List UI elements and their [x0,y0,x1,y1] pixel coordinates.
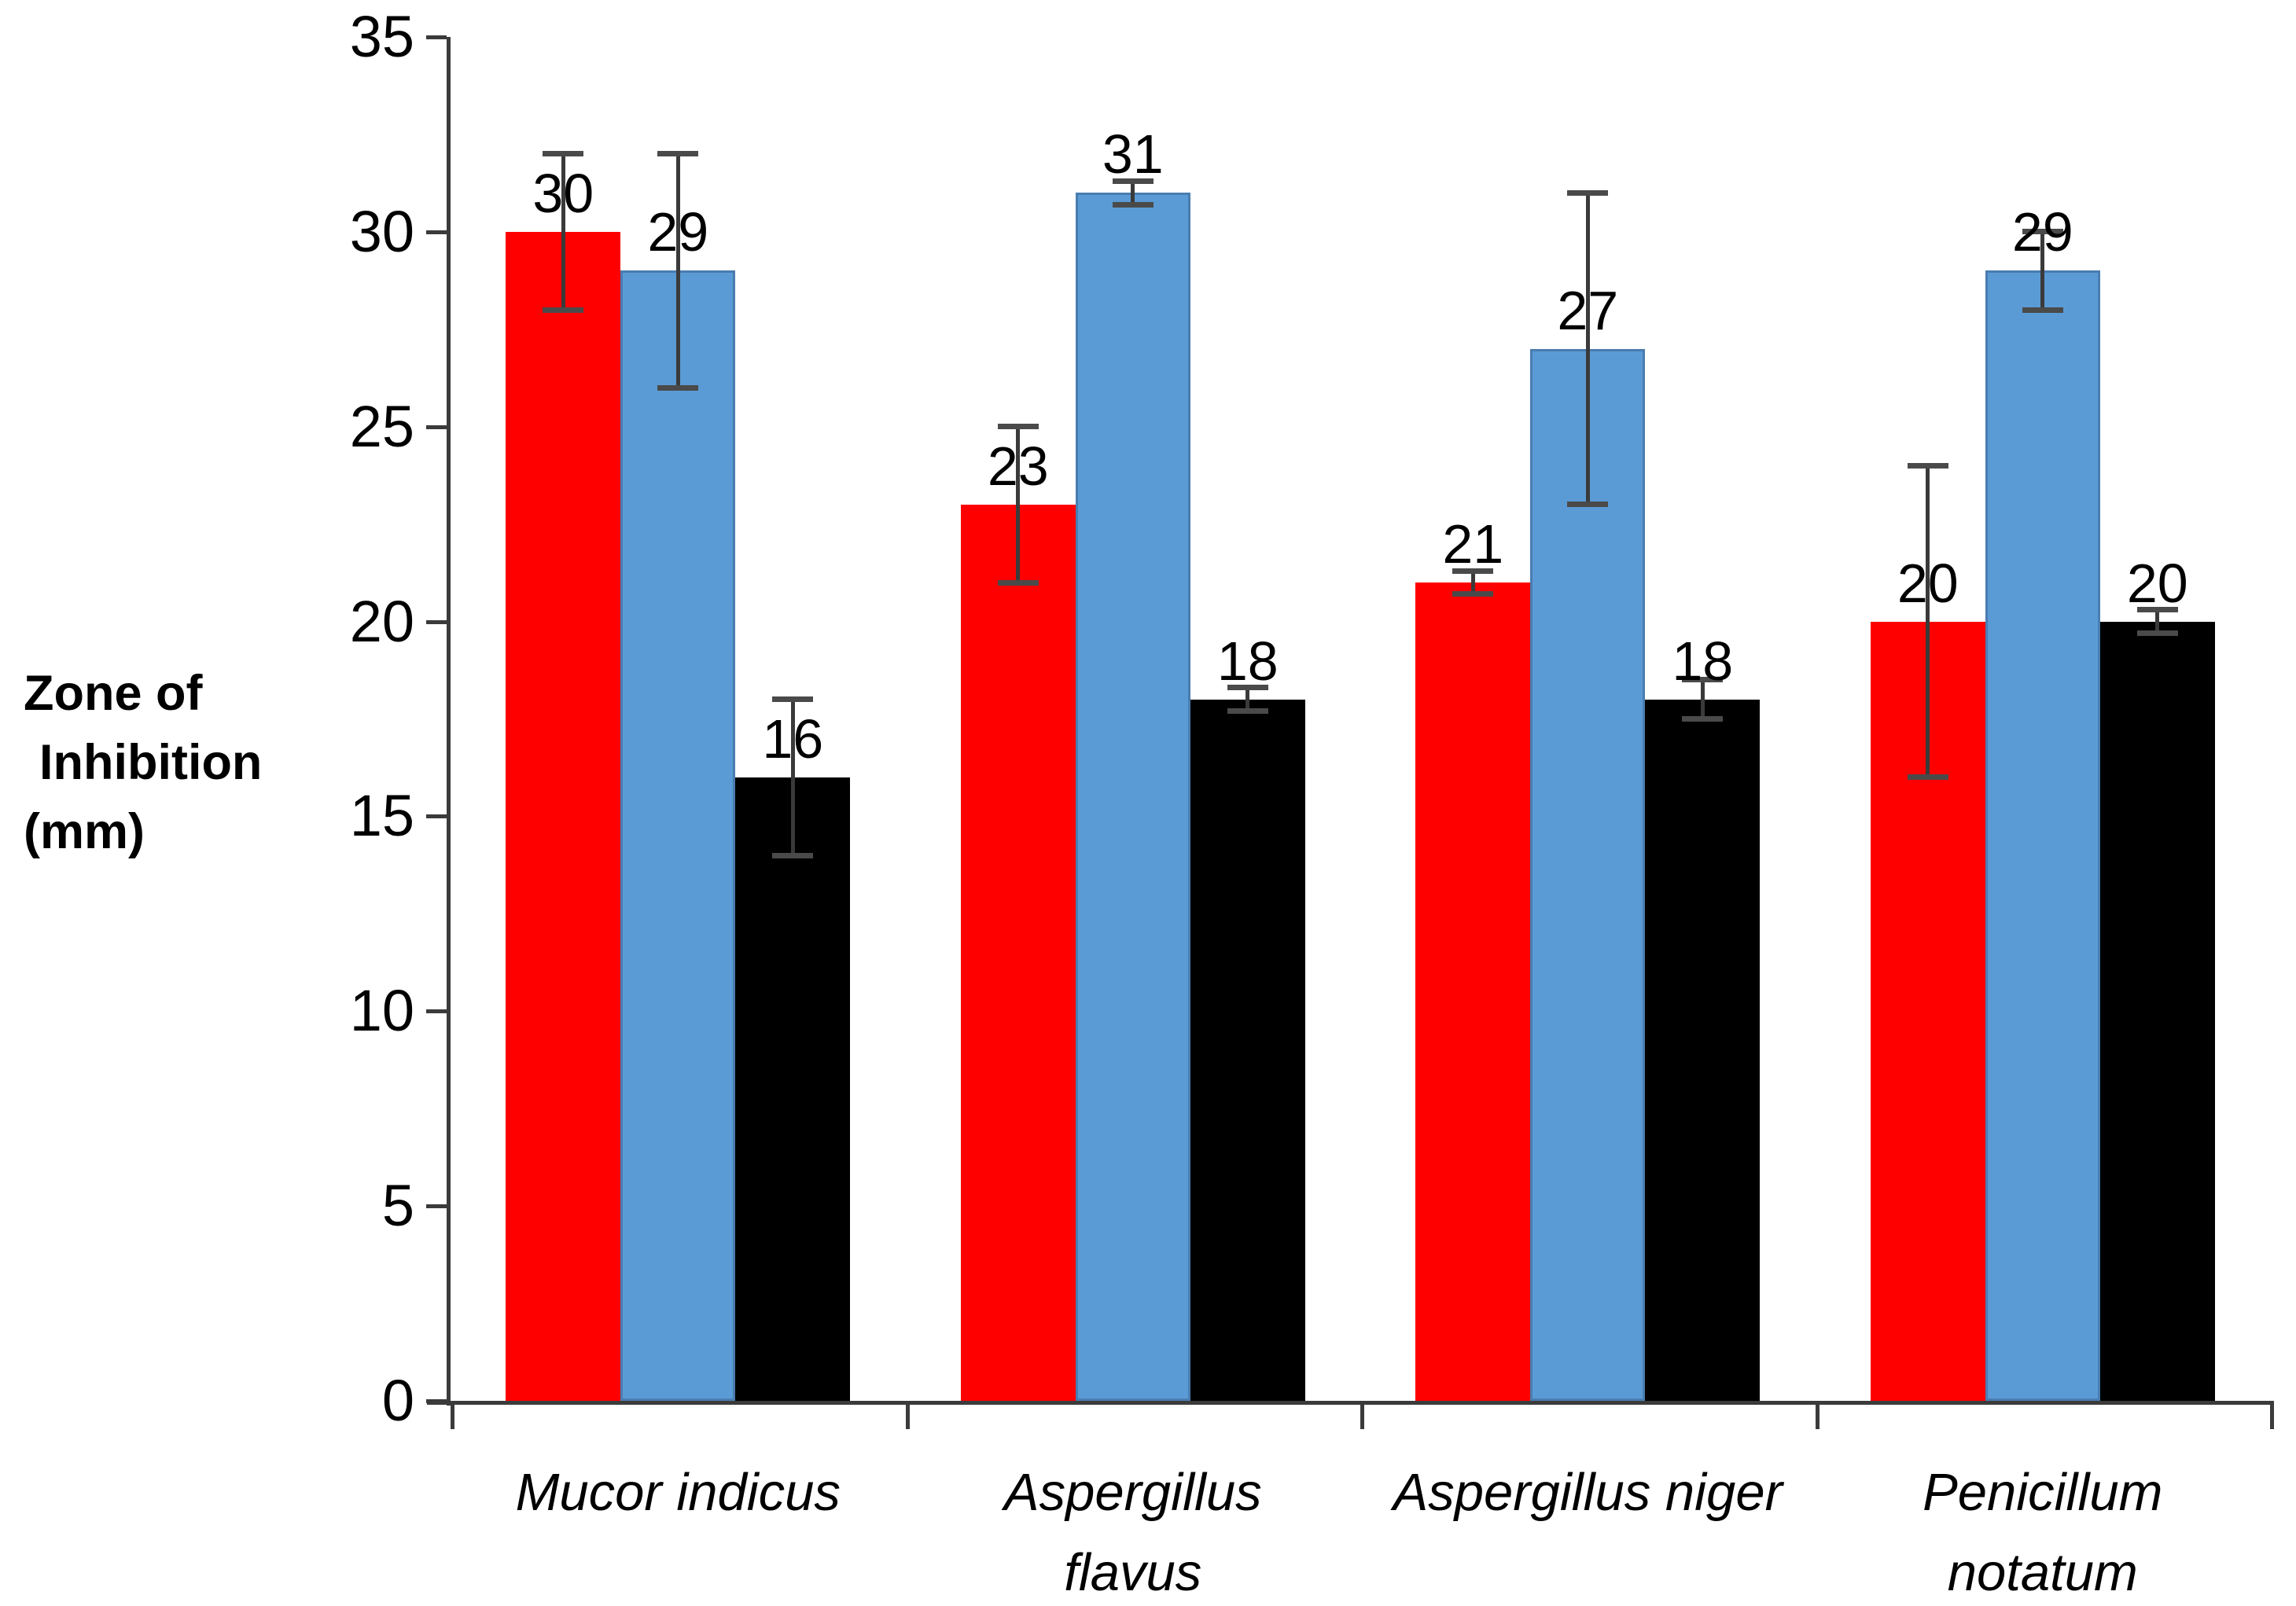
error-bar-top-cap [1227,685,1268,691]
y-tick-mark [426,35,447,40]
black-series-bar [2099,621,2215,1401]
x-category-label: Aspergillus niger [1360,1453,1816,1533]
error-bar-top-cap [997,424,1039,430]
bar-value-label: 27 [1557,279,1619,341]
error-bar-bottom-cap [1227,708,1268,715]
x-category-label-line: flavus [1064,1543,1202,1602]
error-bar-line [790,699,795,855]
black-series-bar [735,777,851,1401]
y-tick-label: 10 [349,978,414,1044]
error-bar-top-cap [1682,677,1724,683]
y-tick-label: 0 [381,1368,414,1433]
y-axis-title-line2: Inhibition [39,735,263,790]
bar-value-label: 20 [2126,552,2188,614]
blue-series-bar [1075,193,1190,1401]
error-bar-line [1470,571,1475,594]
black-series-bar [1645,699,1761,1401]
red-series-bar [506,231,621,1401]
x-category-label-line: Aspergillus niger [1393,1463,1783,1522]
error-bar-line [2040,231,2045,311]
bar-value-label: 20 [1897,552,1959,614]
error-bar-top-cap [1112,178,1154,184]
y-axis-title-line3: (mm) [24,804,145,859]
blue-series-bar [620,270,736,1401]
red-series-bar [960,504,1076,1401]
error-bar-line [1246,687,1250,711]
x-axis-line [427,1401,2270,1405]
error-bar-bottom-cap [543,307,584,313]
y-tick-label: 15 [349,783,414,849]
bar-value-label: 21 [1442,513,1504,575]
y-tick-mark [426,230,447,234]
error-bar-bottom-cap [1112,201,1154,208]
error-bar-bottom-cap [1907,774,1948,781]
y-tick-label: 5 [381,1173,414,1239]
blue-series-bar [1530,348,1646,1401]
error-bar-line [1131,181,1135,205]
y-tick-label: 25 [349,393,414,459]
black-series-bar [1190,699,1305,1401]
error-bar-bottom-cap [2136,630,2178,636]
error-bar-top-cap [1907,462,1948,469]
error-bar-top-cap [543,151,584,157]
error-bar-line [1016,426,1021,583]
x-tick-mark [1815,1401,1820,1429]
error-bar-bottom-cap [657,384,699,391]
y-tick-mark [426,1399,447,1403]
y-axis-title: Zone of Inhibition (mm) [24,659,262,866]
y-tick-mark [426,424,447,429]
error-bar-top-cap [2136,607,2178,613]
x-category-label-line: Penicillum [1923,1463,2163,1522]
error-bar-bottom-cap [1567,502,1609,508]
y-axis-line [447,37,451,1406]
bar-value-label: 31 [1102,123,1164,186]
bar-value-label: 18 [1672,630,1734,692]
bar-value-label: 29 [647,201,709,263]
blue-series-bar [1985,270,2100,1401]
error-bar-line [2155,609,2160,634]
error-bar-top-cap [1452,568,1494,574]
y-tick-label: 20 [349,588,414,654]
error-bar-top-cap [772,696,814,703]
x-category-label: Aspergillus flavus [906,1453,1361,1606]
y-tick-label: 30 [349,198,414,264]
error-bar-top-cap [1567,189,1609,196]
error-bar-bottom-cap [1452,591,1494,597]
x-tick-mark [451,1401,454,1429]
x-category-label: Mucor indicus [451,1453,906,1533]
error-bar-top-cap [2022,229,2063,235]
bar-value-label: 29 [2011,201,2073,263]
error-bar-bottom-cap [1682,716,1724,722]
x-tick-mark [1360,1401,1364,1429]
x-tick-mark [2270,1401,2274,1429]
bar-value-label: 23 [987,435,1049,497]
error-bar-line [1585,193,1590,505]
x-category-label: Penicillum notatum [1816,1453,2271,1606]
bar-value-label: 16 [762,707,824,770]
error-bar-line [675,153,680,388]
error-bar-line [1700,679,1705,719]
error-bar-line [1926,465,1930,777]
bar-value-label: 30 [532,162,594,224]
error-bar-bottom-cap [2022,307,2063,313]
y-tick-mark [426,1009,447,1014]
x-category-label-line: Aspergillus [1003,1463,1262,1522]
error-bar-bottom-cap [772,852,814,858]
y-tick-label: 35 [349,4,414,70]
red-series-bar [1415,582,1531,1401]
y-tick-mark [426,814,447,819]
x-tick-mark [905,1401,910,1429]
y-axis-title-line1: Zone of [24,666,203,721]
y-tick-mark [426,619,447,624]
x-category-label-line: Mucor indicus [515,1463,841,1522]
x-category-label-line: notatum [1947,1543,2138,1602]
error-bar-bottom-cap [997,579,1039,586]
error-bar-top-cap [657,151,699,157]
bar-value-label: 18 [1216,630,1279,692]
y-tick-mark [426,1204,447,1209]
error-bar-line [561,153,565,311]
